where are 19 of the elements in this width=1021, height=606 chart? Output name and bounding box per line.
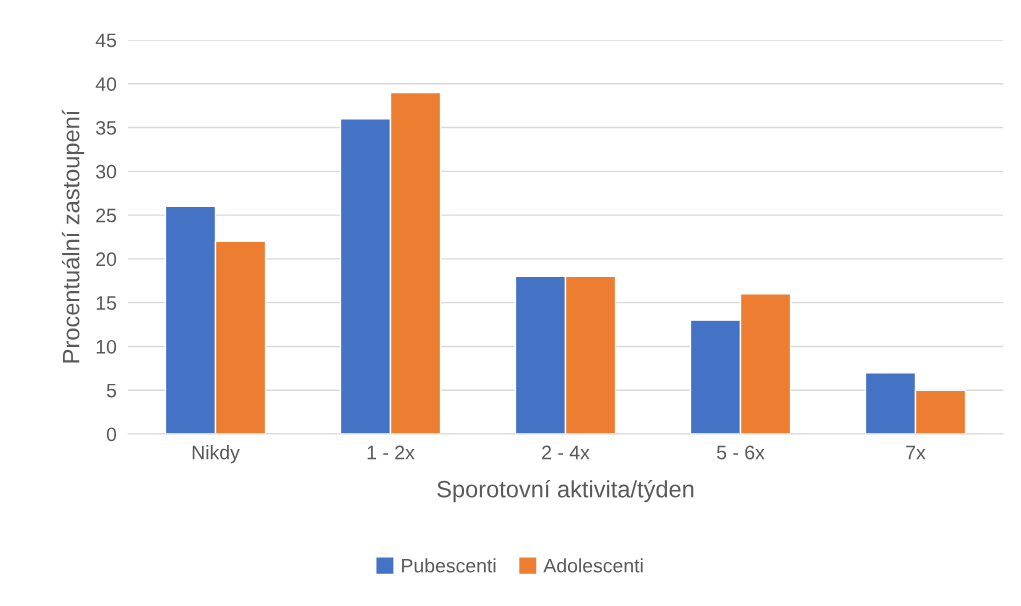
legend-label: Pubescenti	[402, 558, 496, 573]
y-tick-label: 0	[106, 427, 117, 442]
x-tick-label: 7x	[906, 445, 926, 460]
y-tick-label: 45	[95, 33, 117, 48]
x-tick-label: 1 - 2x	[367, 445, 415, 460]
y-tick-label: 10	[96, 339, 117, 354]
x-tick-label: Nikdy	[192, 445, 240, 464]
x-tick-label: 2 - 4x	[542, 445, 590, 460]
y-axis-title: Procentuální zastoupení	[61, 109, 85, 363]
x-tick-label: 5 - 6x	[716, 445, 765, 460]
y-tick-label: 35	[96, 121, 117, 135]
legend-label: Adolescenti	[543, 558, 643, 573]
y-tick-label: 15	[96, 296, 117, 310]
y-tick-label: 40	[95, 77, 117, 92]
y-tick-label: 20	[96, 252, 117, 267]
x-axis-title: Sporotovní aktivita/týden	[437, 479, 694, 503]
y-tick-label: 30	[96, 164, 117, 179]
y-tick-label: 5	[106, 383, 117, 398]
y-tick-label: 25	[96, 208, 117, 223]
